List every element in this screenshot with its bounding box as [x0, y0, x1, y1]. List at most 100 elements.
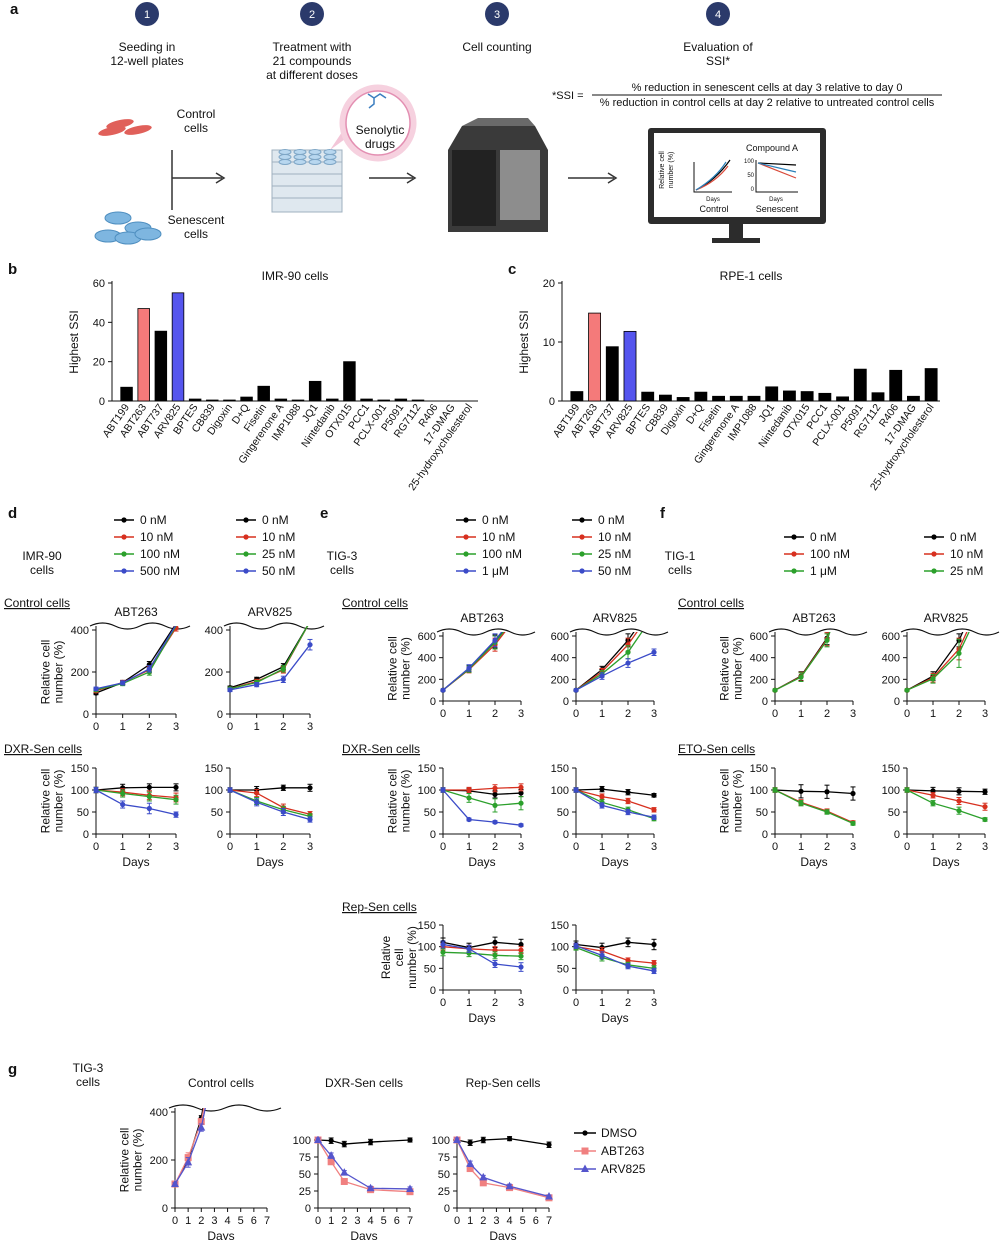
- data-point: [466, 1159, 475, 1167]
- y-axis-label: number (%): [731, 637, 745, 700]
- data-point: [772, 687, 778, 693]
- data-point: [367, 1139, 374, 1145]
- monitor-ytick: 50: [747, 173, 754, 179]
- series-line: [906, 789, 986, 808]
- y-tick-label: 400: [205, 625, 223, 637]
- y-axis-label: Highest SSI: [67, 310, 81, 373]
- line-plot: 0 200 400 600 0 1 2 3 Relative cell number (%) ABT…: [718, 611, 868, 720]
- axis-break-wave: [168, 1104, 282, 1112]
- x-tick-label: 1: [798, 841, 804, 853]
- x-tick-label: 1: [254, 721, 260, 733]
- data-point: [982, 816, 988, 823]
- bar-jq1: [765, 386, 779, 402]
- series-group: [227, 626, 313, 693]
- y-tick-label: 150: [551, 920, 569, 932]
- series-line: [575, 632, 643, 691]
- y-axis-label: Relative: [379, 936, 393, 980]
- monitor-left-axes: [693, 162, 732, 193]
- bar-p5091: [853, 368, 867, 402]
- series-line: [442, 951, 522, 957]
- data-point: [440, 787, 446, 793]
- y-axis-label: Relative cell: [718, 636, 732, 701]
- bar-r406: [889, 369, 903, 402]
- bar-d-q: [694, 391, 708, 402]
- data-point: [581, 1164, 589, 1172]
- legend-marker: [121, 517, 127, 523]
- series-group: [93, 783, 179, 818]
- legend-label: ARV825: [601, 1162, 646, 1176]
- step-number: 2: [309, 9, 315, 21]
- x-tick-label: 2: [956, 708, 962, 720]
- y-tick-label: 20: [543, 278, 555, 290]
- legend-marker: [243, 534, 249, 540]
- x-tick-label: 0: [573, 841, 579, 853]
- data-point: [625, 939, 631, 945]
- data-point: [518, 800, 524, 806]
- legend-label: 50 nM: [262, 564, 295, 578]
- y-axis-label: Highest SSI: [517, 310, 531, 373]
- step-label: at different doses: [266, 68, 358, 82]
- senescent-cell-illustration: [134, 227, 162, 241]
- series-group: [573, 937, 657, 975]
- series-line: [906, 789, 986, 793]
- data-point: [651, 792, 657, 798]
- legend-label: 10 nM: [140, 530, 173, 544]
- y-tick-label: 0: [444, 1203, 450, 1215]
- well-illustration: [278, 154, 292, 160]
- x-tick-label: 3: [651, 997, 657, 1009]
- legend-label: 0 nM: [140, 513, 167, 527]
- y-tick-label: 50: [424, 807, 436, 819]
- x-axis-label: Days: [489, 1229, 516, 1240]
- x-tick-label: 3: [518, 841, 524, 853]
- control-cell-illustration: [124, 125, 152, 135]
- data-point: [506, 1136, 513, 1142]
- plot-title: Control cells: [188, 1076, 254, 1090]
- monitor-control-label: Control: [699, 204, 728, 214]
- y-tick-label: 400: [71, 625, 89, 637]
- data-point: [651, 941, 657, 948]
- y-tick-label: 0: [83, 829, 89, 841]
- x-tick-label: 3: [307, 841, 313, 853]
- line-plot: 0 50 100 150 0 1 2 3 Days Relative cell number (%): [718, 763, 857, 869]
- series-line: [575, 946, 655, 964]
- series-line: [906, 632, 964, 691]
- plot-title: ABT263: [792, 611, 836, 625]
- plot-title: ARV825: [593, 611, 638, 625]
- plate-illustration: [271, 197, 343, 213]
- y-axis-label: number (%): [405, 926, 419, 989]
- data-point: [466, 1165, 474, 1173]
- legend-marker: [791, 534, 797, 540]
- monitor-line: [695, 161, 727, 191]
- data-point: [625, 798, 631, 804]
- x-axis-label: Days: [122, 855, 149, 869]
- plot-title: ABT263: [460, 611, 504, 625]
- series-line: [575, 788, 655, 796]
- y-tick-label: 0: [762, 696, 768, 708]
- data-point: [479, 1172, 488, 1181]
- x-tick-label: 0: [772, 708, 778, 720]
- drugs-bubble-inner: [345, 90, 411, 156]
- plot-title: ABT263: [114, 605, 158, 619]
- data-point: [120, 680, 126, 686]
- x-axis-label: Days: [800, 855, 827, 869]
- data-point: [479, 1179, 487, 1187]
- legend-label: 100 nM: [140, 547, 180, 561]
- senescent-cells-label: cells: [184, 227, 208, 241]
- axis-break-wave: [223, 622, 325, 630]
- y-tick-label: 200: [71, 667, 89, 679]
- series-group: [453, 1136, 553, 1202]
- bar-otx015: [800, 391, 814, 402]
- x-tick-label: 1: [254, 841, 260, 853]
- data-point: [651, 649, 657, 655]
- data-point: [120, 790, 126, 797]
- y-tick-label: 50: [299, 1169, 311, 1181]
- x-tick-label: 5: [381, 1215, 387, 1227]
- data-point: [93, 686, 99, 692]
- series-line: [95, 626, 177, 691]
- x-axis-label: Days: [350, 1229, 377, 1240]
- axis-break-wave: [900, 628, 1000, 636]
- data-point: [254, 799, 260, 805]
- x-axis-label: Days: [468, 1011, 495, 1025]
- legend-label: DMSO: [601, 1126, 637, 1140]
